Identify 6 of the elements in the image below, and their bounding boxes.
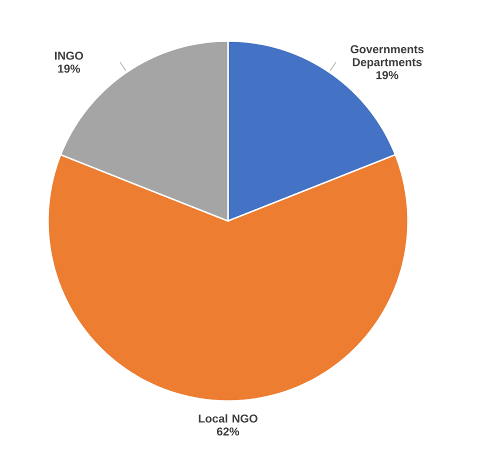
data-label: 62% (216, 427, 240, 436)
data-label: 19% (376, 71, 398, 80)
slice-label: Governments Departments (350, 45, 424, 69)
slice-label: Local NGO (198, 414, 258, 423)
slice-label: INGO (55, 52, 84, 60)
data-label: 19% (58, 64, 80, 73)
